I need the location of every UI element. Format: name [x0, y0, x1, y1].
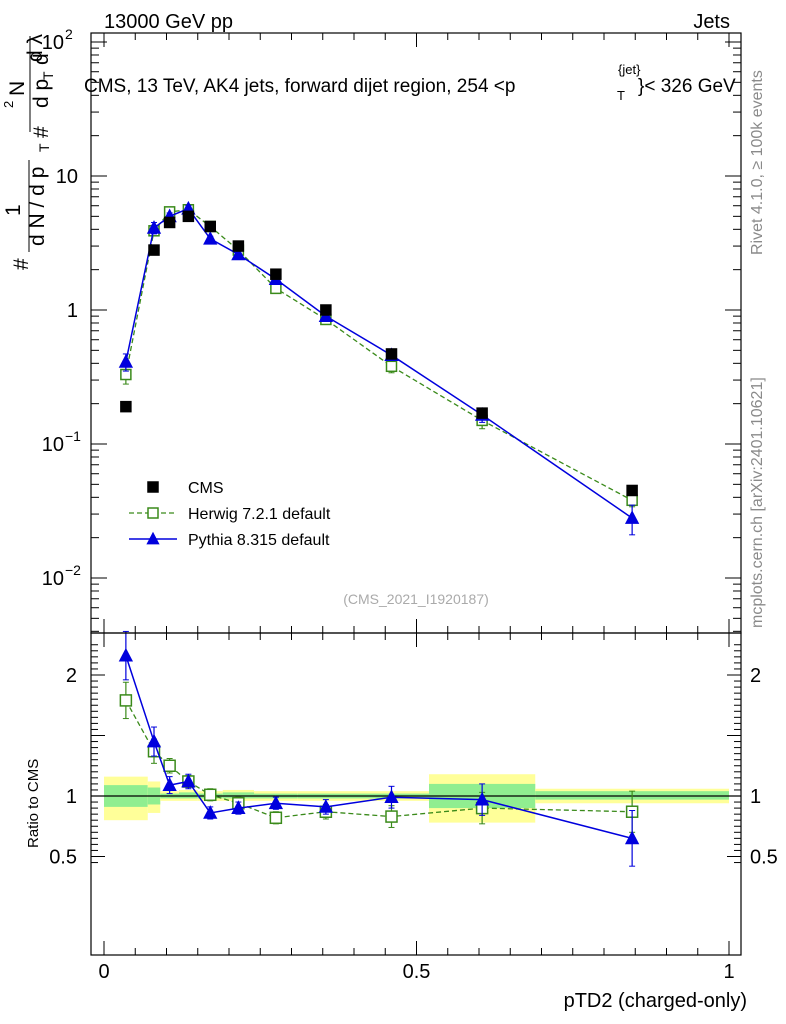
herwig-ratio-point-6 — [269, 811, 283, 825]
main-ytick-exp-4: 2 — [65, 26, 73, 42]
pythia-point-10 — [624, 510, 640, 524]
herwig-ratio-point-2 — [163, 759, 176, 772]
cms-point-8 — [385, 348, 398, 360]
cms-point-3 — [182, 210, 195, 223]
ylabel-sub-t2: T — [40, 71, 56, 80]
ratio-ytick-label-left-2: 2 — [66, 665, 77, 687]
pythia-ratio-point-1 — [146, 733, 162, 748]
band-inner-5 — [222, 792, 254, 799]
cms-point-2 — [163, 216, 176, 229]
cms-point-5 — [232, 240, 245, 252]
legend: CMS Herwig 7.2.1 default Pythia 8.315 defa… — [129, 480, 331, 549]
ratio-ytick-label-left-0: 0.5 — [49, 847, 77, 869]
main-ytick-label-3: 10 — [56, 166, 78, 188]
band-inner-3 — [179, 792, 198, 799]
ylabel-dp: d p — [30, 79, 53, 108]
ratio-ytick-label-right-0: 0.5 — [750, 847, 778, 869]
legend-cms-marker — [147, 481, 159, 493]
cms-point-10 — [626, 484, 638, 497]
rivet-label: Rivet 4.1.0, ≥ 100k events — [749, 70, 766, 255]
plot-title-main: CMS, 13 TeV, AK4 jets, forward dijet reg… — [84, 76, 515, 97]
pythia-point-5 — [231, 246, 246, 261]
plot-title-sub: T — [617, 88, 625, 103]
plot-title-tail: }< 326 GeV — [638, 76, 736, 97]
header-right: Jets — [693, 11, 730, 33]
pythia-point-1 — [146, 220, 162, 234]
legend-label-1: Herwig 7.2.1 default — [188, 506, 331, 523]
ylabel-one: 1 — [2, 204, 25, 216]
legend-label-2: Pythia 8.315 default — [188, 532, 330, 549]
x-tick-label-2: 1 — [723, 961, 734, 983]
cms-point-1 — [148, 244, 160, 256]
herwig-point-8 — [385, 360, 398, 373]
x-tick-label-0: 0 — [98, 961, 109, 983]
pythia-line — [125, 207, 633, 519]
mcplots-label: mcplots.cern.ch [arXiv:2401.10621] — [749, 377, 766, 628]
pythia-ratio-line — [125, 655, 633, 840]
ylabel-hash-1: # — [10, 258, 33, 270]
main-ytick-label-0: 10 — [42, 568, 64, 590]
legend-label-0: CMS — [188, 480, 224, 497]
pythia-ratio-point-9 — [474, 791, 490, 806]
ratio-ytick-label-right-2: 2 — [750, 665, 761, 687]
ylabel-sup-2: 2 — [1, 101, 16, 108]
series-herwig-main — [120, 203, 638, 508]
main-ytick-exp-1: −1 — [65, 428, 81, 444]
herwig-ratio-point-0 — [119, 694, 133, 707]
pythia-ratio-point-2 — [162, 777, 177, 791]
ylabel-dn-dp: d N / d p — [26, 167, 49, 246]
ylabel-n: N — [6, 81, 29, 96]
cms-point-9 — [476, 407, 488, 419]
x-axis-label: pTD2 (charged-only) — [564, 990, 747, 1012]
pythia-point-4 — [203, 230, 218, 245]
pythia-ratio-point-0 — [118, 647, 134, 662]
pythia-ratio-point-10 — [624, 830, 640, 845]
series-herwig-ratio — [119, 681, 639, 833]
ratio-ytick-label-left-1: 1 — [66, 786, 77, 808]
pythia-point-0 — [118, 354, 134, 368]
ylabel-d: d — [30, 53, 53, 65]
pythia-ratio-point-7 — [318, 799, 334, 813]
cms-point-0 — [120, 400, 132, 413]
cms-point-7 — [320, 304, 332, 316]
series-layer — [118, 200, 640, 867]
main-ytick-exp-0: −2 — [65, 562, 81, 578]
plot-title: CMS, 13 TeV, AK4 jets, forward dijet reg… — [84, 76, 515, 97]
herwig-point-10 — [626, 494, 638, 507]
herwig-ratio-point-8 — [385, 810, 398, 823]
main-ytick-label-1: 10 — [42, 434, 64, 456]
cms-point-4 — [204, 220, 216, 233]
main-ytick-label-2: 1 — [67, 300, 78, 322]
legend-pythia-marker — [146, 531, 160, 545]
pythia-ratio-point-3 — [181, 773, 196, 788]
pythia-ratio-point-5 — [231, 800, 246, 814]
plot-title-sup: {jet} — [618, 62, 641, 77]
cms-point-6 — [270, 268, 282, 280]
header-left: 13000 GeV pp — [104, 11, 233, 33]
series-cms-main — [120, 210, 638, 497]
ratio-ytick-label-right-1: 1 — [750, 786, 761, 808]
x-tick-label-1: 0.5 — [403, 961, 431, 983]
ratio-ylabel: Ratio to CMS — [25, 759, 42, 848]
pythia-ratio-point-4 — [203, 805, 218, 819]
herwig-ratio-point-4 — [204, 788, 217, 802]
herwig-line — [125, 209, 633, 501]
pythia-ratio-point-8 — [384, 789, 399, 804]
ylabel-hash-2: # — [30, 126, 53, 138]
pythia-ratio-point-6 — [268, 795, 284, 810]
main-ytick-label-4: 10 — [42, 32, 64, 54]
series-pythia-ratio — [118, 630, 640, 867]
ylabel-sub-t1: T — [36, 143, 52, 152]
legend-herwig-marker — [147, 507, 159, 519]
analysis-watermark: (CMS_2021_I1920187) — [343, 591, 489, 607]
ylabel-lambda: d λ — [24, 33, 47, 62]
